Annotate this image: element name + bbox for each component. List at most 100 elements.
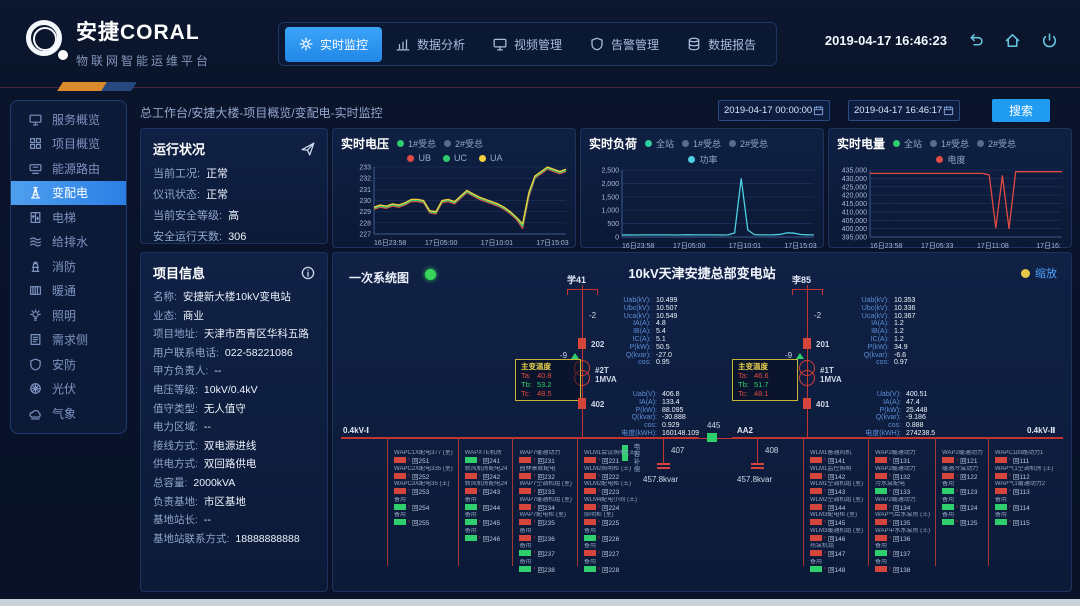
feeder-breaker-icon[interactable]: [464, 503, 477, 510]
feeder-circuit[interactable]: WAPC1X配电377 (室) › 回251: [394, 450, 453, 465]
home-icon[interactable]: [1004, 32, 1021, 49]
feeder-circuit[interactable]: 备用 › 回227: [583, 543, 637, 558]
search-button[interactable]: 搜索: [992, 99, 1050, 122]
chart-station-legend[interactable]: 全站: [893, 137, 922, 150]
chart-station-legend[interactable]: 1#受总: [682, 137, 721, 150]
breaker-201[interactable]: [803, 338, 811, 349]
feeder-breaker-icon[interactable]: [942, 472, 955, 479]
feeder-circuit[interactable]: 备用 › 回114: [994, 497, 1053, 512]
feeder-circuit[interactable]: 备用 › 回123: [942, 481, 983, 496]
feeder-breaker-icon[interactable]: [464, 534, 477, 541]
nav-tab-realtime-monitor[interactable]: 实时监控: [285, 26, 383, 62]
feeder-circuit[interactable]: WAP2暖通动力 › 回134: [875, 497, 930, 512]
info-icon[interactable]: [301, 266, 315, 280]
series-legend-item[interactable]: UB: [407, 153, 431, 163]
feeder-breaker-icon[interactable]: [464, 472, 477, 479]
back-icon[interactable]: [967, 32, 984, 49]
feeder-circuit[interactable]: WLM1空调机组 (室) › 回143: [810, 481, 863, 496]
feeder-circuit[interactable]: 备用 › 回125: [942, 512, 983, 527]
feeder-circuit[interactable]: WLM2空调机组 (室) › 回144: [810, 497, 863, 512]
feeder-breaker-icon[interactable]: [810, 503, 822, 510]
feeder-circuit[interactable]: 备用 › 回226: [583, 528, 637, 543]
feeder-breaker-icon[interactable]: [994, 457, 1007, 463]
feeder-breaker-icon[interactable]: [942, 488, 955, 494]
sidebar-item-hvac[interactable]: 暖通: [11, 279, 126, 304]
feeder-circuit[interactable]: WAP7暖通机组 (室) › 回234: [519, 497, 572, 512]
feeder-circuit[interactable]: WLM1监控照明 › 回142: [810, 466, 863, 481]
feeder-breaker-icon[interactable]: [810, 472, 822, 479]
feeder-breaker-icon[interactable]: [875, 472, 887, 479]
series-legend-item[interactable]: UC: [443, 153, 467, 163]
sidebar-item-energy-routing[interactable]: 能源路由: [11, 156, 126, 181]
feeder-circuit[interactable]: 热泵机组 › 回147: [810, 543, 863, 558]
feeder-circuit[interactable]: 新风机房配电24 › 回243: [464, 481, 507, 496]
feeder-circuit[interactable]: 备用 › 回254: [394, 497, 453, 512]
feeder-circuit[interactable]: WAP2暖通动力 › 回121: [942, 450, 983, 465]
feeder-circuit[interactable]: 污水泵配电 › 回133: [875, 481, 930, 496]
nav-tab-alarm-manage[interactable]: 告警管理: [576, 27, 673, 62]
feeder-breaker-icon[interactable]: [875, 519, 887, 525]
feeder-breaker-icon[interactable]: [875, 457, 887, 463]
breaker-202[interactable]: [578, 338, 586, 349]
chart-station-legend[interactable]: 2#受总: [977, 137, 1016, 150]
paper-plane-icon[interactable]: [301, 142, 315, 156]
feeder-breaker-icon[interactable]: [875, 565, 887, 572]
feeder-circuit[interactable]: WAP7空调机组 (室) › 回233: [519, 481, 572, 496]
chart-station-legend[interactable]: 2#受总: [729, 137, 768, 150]
feeder-breaker-icon[interactable]: [519, 503, 532, 510]
nav-tab-video-manage[interactable]: 视频管理: [479, 27, 576, 62]
breaker-402[interactable]: [578, 398, 586, 409]
feeder-breaker-icon[interactable]: [583, 472, 596, 479]
feeder-breaker-icon[interactable]: [810, 550, 822, 556]
date-from-input[interactable]: 2019-04-17 00:00:00: [718, 100, 830, 121]
feeder-breaker-icon[interactable]: [519, 534, 532, 541]
feeder-breaker-icon[interactable]: [994, 519, 1007, 525]
feeder-breaker-icon[interactable]: [994, 503, 1007, 510]
feeder-circuit[interactable]: 备用 › 回246: [464, 528, 508, 543]
feeder-circuit[interactable]: 照明柜 (室) › 回225: [583, 512, 637, 527]
feeder-circuit[interactable]: WAP气给水泵房 (王) › 回135: [875, 512, 930, 527]
sidebar-item-service-overview[interactable]: 服务概览: [11, 107, 126, 132]
feeder-breaker-icon[interactable]: [942, 457, 955, 463]
feeder-breaker-icon[interactable]: [394, 472, 406, 479]
feeder-circuit[interactable]: WAP2暖通动力 › 回131: [875, 450, 930, 465]
sidebar-item-pv[interactable]: 光伏: [11, 377, 126, 402]
feeder-breaker-icon[interactable]: [519, 565, 532, 572]
feeder-breaker-icon[interactable]: [394, 503, 406, 510]
feeder-circuit[interactable]: WLM3配电柜 (室) › 回145: [810, 512, 863, 527]
feeder-breaker-icon[interactable]: [942, 519, 955, 525]
feeder-circuit[interactable]: 备用 › 回137: [875, 543, 930, 558]
feeder-breaker-icon[interactable]: [583, 503, 596, 510]
sidebar-item-water-supply[interactable]: 给排水: [11, 230, 126, 255]
feeder-breaker-icon[interactable]: [875, 550, 887, 556]
feeder-breaker-icon[interactable]: [810, 534, 822, 541]
sidebar-item-fire[interactable]: 消防: [11, 254, 126, 279]
nav-tab-data-analysis[interactable]: 数据分析: [382, 27, 479, 62]
chart-station-legend[interactable]: 2#受总: [444, 137, 483, 150]
feeder-circuit[interactable]: WAPXTE机房 › 回241: [464, 450, 508, 465]
feeder-breaker-icon[interactable]: [583, 550, 596, 556]
chart-station-legend[interactable]: 1#受总: [930, 137, 969, 150]
breaker-401[interactable]: [803, 398, 811, 409]
series-legend-item[interactable]: 电度: [936, 153, 966, 166]
feeder-breaker-icon[interactable]: [875, 488, 887, 494]
feeder-circuit[interactable]: 备用 › 回124: [942, 497, 983, 512]
feeder-circuit[interactable]: 备用 › 回244: [464, 497, 508, 512]
feeder-circuit[interactable]: 暖通冷泵动力 › 回122: [942, 466, 983, 481]
sidebar-item-lighting[interactable]: 照明: [11, 303, 126, 328]
power-icon[interactable]: [1041, 32, 1058, 49]
feeder-breaker-icon[interactable]: [994, 488, 1007, 494]
feeder-breaker-icon[interactable]: [942, 503, 955, 510]
feeder-circuit[interactable]: 备用 › 回148: [810, 559, 863, 574]
feeder-circuit[interactable]: WAPC2X配电335 (室) › 回252: [394, 466, 453, 481]
feeder-circuit[interactable]: 备用 › 回138: [875, 559, 930, 574]
feeder-circuit[interactable]: WLM1会议照明 (王) › 回221: [583, 450, 637, 465]
feeder-circuit[interactable]: WAP7配电柜 (室) › 回235: [519, 512, 571, 527]
feeder-breaker-icon[interactable]: [583, 534, 596, 541]
feeder-breaker-icon[interactable]: [583, 519, 596, 525]
sidebar-item-security[interactable]: 安防: [11, 352, 126, 377]
feeder-circuit[interactable]: WAPC3X配电35 (王) › 回253: [394, 481, 453, 496]
feeder-circuit[interactable]: WAP2暖通动力 › 回132: [875, 466, 930, 481]
feeder-circuit[interactable]: WLM2配电柜 (王) › 回223: [583, 481, 637, 496]
feeder-breaker-icon[interactable]: [583, 565, 596, 572]
